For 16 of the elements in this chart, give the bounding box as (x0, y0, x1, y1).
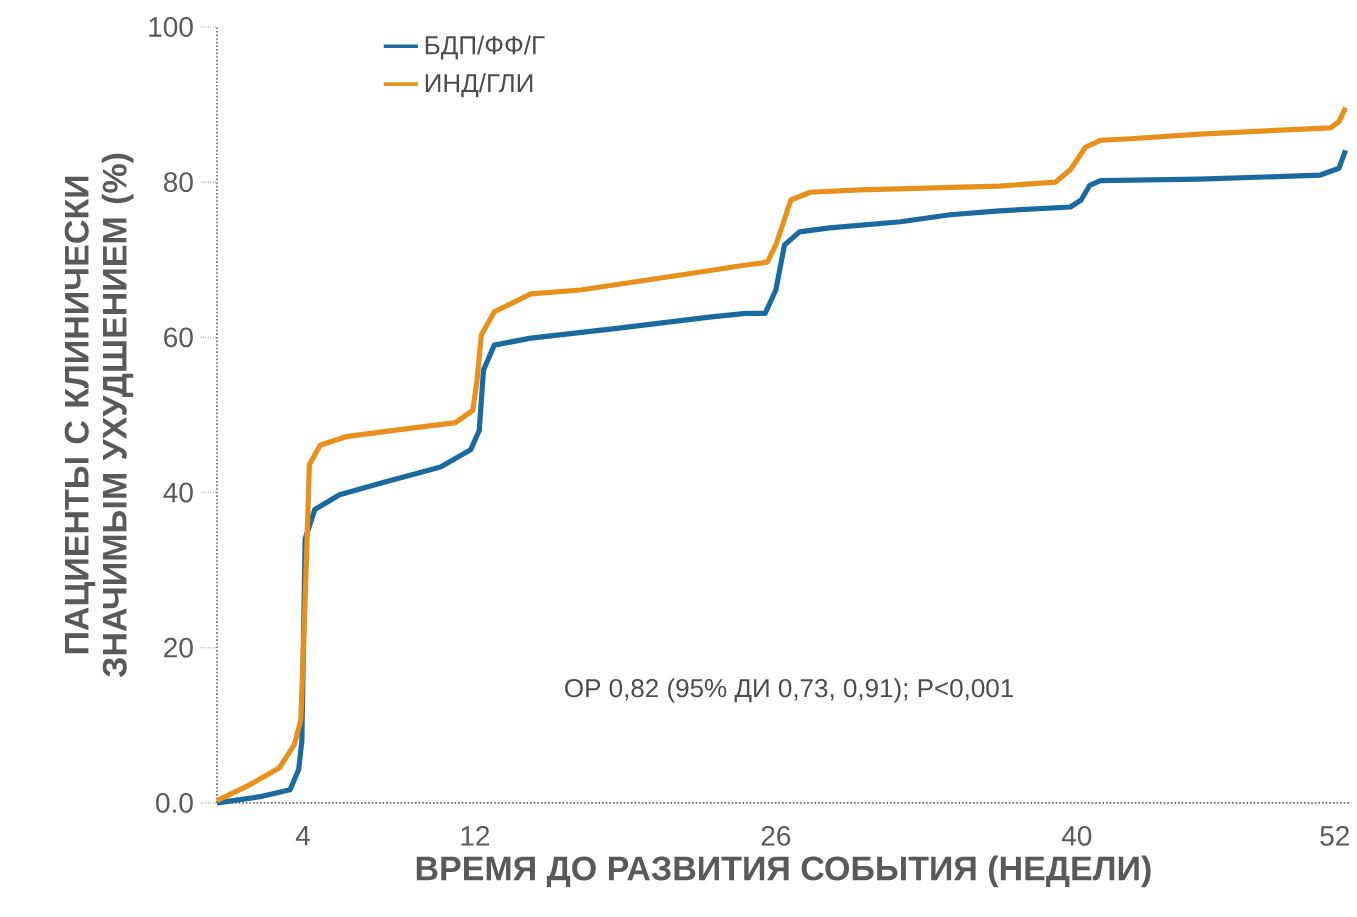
x-axis-title: ВРЕМЯ ДО РАЗВИТИЯ СОБЫТИЯ (НЕДЕЛИ) (416, 855, 1151, 888)
x-tick-label: 12 (461, 826, 490, 846)
y-tick-label: 20 (164, 637, 193, 658)
x-tick-label: 26 (761, 826, 791, 846)
x-tick-label: 52 (1320, 826, 1349, 846)
legend-label: БДП/ФФ/Г (425, 35, 545, 60)
annotation: ОР 0,82 (95% ДИ 0,73, 0,91); P<0,001 (565, 678, 1013, 703)
y-tick-label: 60 (164, 327, 193, 348)
legend-label: ИНД/ГЛИ (425, 73, 533, 98)
x-tick-label: 4 (295, 826, 310, 846)
y-axis-title: ПАЦИЕНТЫ С КЛИНИЧЕСКИ ЗНАЧИМЫМ УХУДШЕНИЕМ (%) (64, 153, 134, 678)
y-tick-label: 80 (163, 172, 193, 193)
y-tick-label: 100 (149, 17, 193, 37)
y-tick-label: 0.0 (156, 793, 193, 813)
x-tick-label: 40 (1061, 826, 1092, 846)
y-tick-label: 40 (163, 482, 193, 503)
